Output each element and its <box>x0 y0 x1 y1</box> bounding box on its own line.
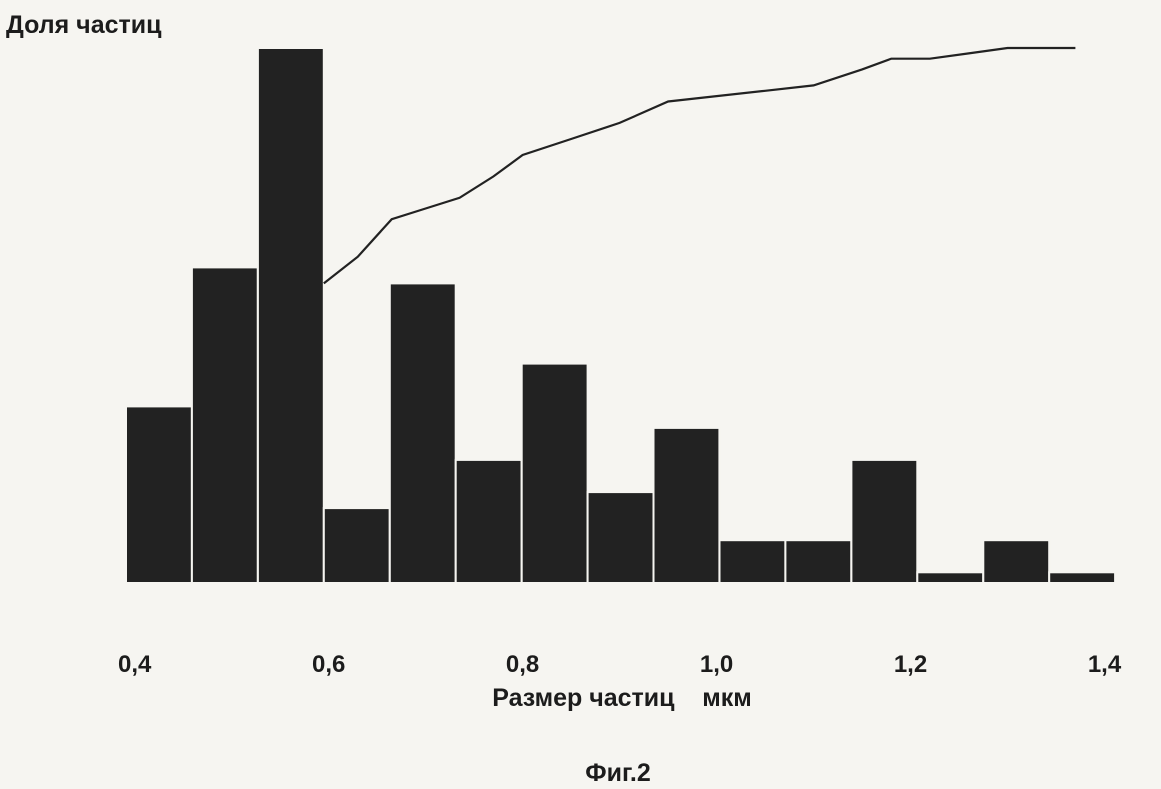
figure-caption: Фиг.2 <box>585 759 650 787</box>
bar-15 <box>1048 571 1117 584</box>
bar-8 <box>586 491 655 585</box>
bar-2 <box>190 266 259 584</box>
bar-11 <box>784 539 853 585</box>
x-tick-labels: 0,4 0,6 0,8 1,0 1,2 1,4 <box>118 651 1122 678</box>
bar-10 <box>718 539 787 585</box>
bar-1 <box>125 405 193 584</box>
bar-7 <box>520 362 589 584</box>
x-tick-label: 0,4 <box>118 651 152 678</box>
x-tick-label: 1,0 <box>700 651 733 678</box>
bar-12 <box>850 458 919 584</box>
bar-14 <box>982 539 1051 585</box>
x-tick-label: 0,8 <box>506 651 539 678</box>
bar-5 <box>388 282 457 584</box>
x-tick-label: 1,4 <box>1088 651 1122 678</box>
bar-6 <box>454 458 523 584</box>
bars-group <box>125 47 1117 585</box>
x-tick-label: 1,2 <box>894 651 927 678</box>
x-tick-label: 0,6 <box>312 651 345 678</box>
bar-9 <box>652 426 721 584</box>
y-axis-label: Доля частиц <box>6 11 162 39</box>
bar-3 <box>256 47 325 584</box>
bar-4 <box>322 507 391 585</box>
x-axis-label: Размер частиц мкм <box>492 684 752 712</box>
bar-13 <box>916 571 985 584</box>
cumulative-line <box>323 46 1076 285</box>
